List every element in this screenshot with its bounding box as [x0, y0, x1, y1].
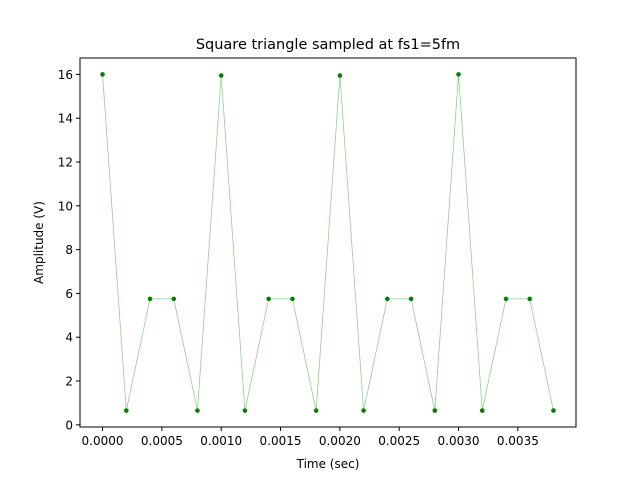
data-point: [266, 296, 271, 302]
data-point: [408, 296, 414, 302]
data-point: [527, 296, 533, 302]
y-axis-title: Amplitude (V): [32, 201, 46, 284]
x-tick-label: 0.0035: [497, 434, 539, 448]
x-tick-label: 0.0020: [319, 434, 361, 448]
x-tick-label: 0.0015: [260, 434, 302, 448]
y-axis: 0 2 4 6 8 10 12 14 16: [58, 68, 80, 432]
data-point: [503, 296, 509, 302]
data-point: [290, 296, 295, 302]
y-tick-label: 6: [65, 287, 73, 301]
data-point: [479, 408, 485, 413]
y-tick-label: 14: [58, 112, 73, 126]
plot-area: [79, 57, 577, 428]
series-layer: [100, 72, 556, 413]
data-point: [551, 408, 556, 413]
data-point: [123, 408, 129, 413]
data-point: [456, 72, 461, 77]
y-tick-label: 8: [65, 243, 73, 257]
data-point: [385, 296, 390, 302]
data-point: [432, 408, 438, 413]
x-tick-label: 0.0030: [438, 434, 480, 448]
y-tick-label: 12: [58, 156, 73, 170]
x-tick-label: 0.0000: [82, 434, 124, 448]
chart-title: Square triangle sampled at fs1=5fm: [196, 37, 460, 53]
x-tick-label: 0.0025: [378, 434, 420, 448]
x-axis: 0.0000 0.0005 0.0010 0.0015 0.0020 0.0025 0.00…: [82, 427, 539, 448]
x-tick-label: 0.0005: [141, 434, 183, 448]
x-axis-title: Time (sec): [296, 457, 360, 471]
y-tick-label: 2: [65, 375, 73, 389]
data-point: [147, 296, 153, 302]
y-tick-label: 16: [58, 68, 73, 82]
data-point: [361, 408, 366, 413]
data-point: [218, 73, 224, 78]
data-point: [337, 73, 343, 78]
data-point: [100, 72, 105, 77]
data-point: [242, 408, 248, 413]
y-tick-label: 4: [65, 331, 73, 345]
y-tick-label: 10: [58, 199, 73, 213]
series-line: [102, 74, 554, 411]
data-point: [195, 408, 200, 413]
x-tick-label: 0.0010: [200, 434, 242, 448]
data-point: [171, 296, 177, 302]
data-point: [313, 408, 319, 413]
y-tick-label: 0: [65, 418, 73, 432]
